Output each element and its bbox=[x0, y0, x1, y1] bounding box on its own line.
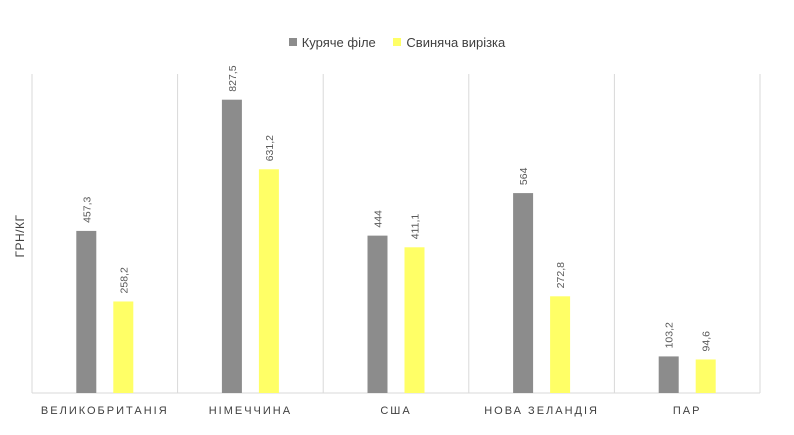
bar-pork-2 bbox=[404, 247, 425, 393]
data-label-pork-4: 94,6 bbox=[701, 331, 713, 352]
legend-label-chicken: Куряче філе bbox=[301, 34, 376, 50]
data-label-pork-0: 258,2 bbox=[118, 267, 130, 293]
bar-chicken-3 bbox=[513, 193, 534, 393]
legend-label-pork: Свиняча вирізка bbox=[406, 34, 506, 50]
bar-pork-0 bbox=[113, 301, 134, 393]
bar-pork-4 bbox=[695, 359, 716, 393]
legend-swatch-pork bbox=[393, 38, 402, 46]
legend: Куряче філе Свиняча вирізка bbox=[0, 34, 794, 50]
legend-item-pork: Свиняча вирізка bbox=[393, 35, 505, 50]
category-label-1: НІМЕЧЧИНА bbox=[209, 405, 292, 417]
bar-chicken-1 bbox=[221, 99, 242, 394]
bar-chicken-4 bbox=[658, 356, 679, 393]
bar-chicken-0 bbox=[76, 230, 97, 393]
data-label-chicken-4: 103,2 bbox=[664, 322, 676, 348]
bar-pork-1 bbox=[258, 169, 279, 393]
category-label-3: НОВА ЗЕЛАНДІЯ bbox=[484, 405, 599, 417]
data-label-chicken-2: 444 bbox=[373, 210, 385, 228]
bar-pork-3 bbox=[550, 296, 571, 393]
data-label-pork-1: 631,2 bbox=[264, 135, 276, 161]
legend-swatch-chicken bbox=[288, 38, 297, 46]
category-label-2: США bbox=[380, 405, 411, 417]
data-label-chicken-3: 564 bbox=[518, 167, 530, 185]
data-label-pork-3: 272,8 bbox=[555, 262, 567, 288]
category-label-4: ПАР bbox=[673, 405, 702, 417]
bar-chicken-2 bbox=[367, 235, 388, 393]
data-label-pork-2: 411,1 bbox=[410, 214, 422, 240]
category-label-0: ВЕЛИКОБРИТАНІЯ bbox=[41, 405, 169, 417]
data-label-chicken-1: 827,5 bbox=[227, 65, 239, 91]
data-label-chicken-0: 457,3 bbox=[81, 196, 93, 222]
legend-item-chicken: Куряче філе bbox=[288, 34, 376, 50]
